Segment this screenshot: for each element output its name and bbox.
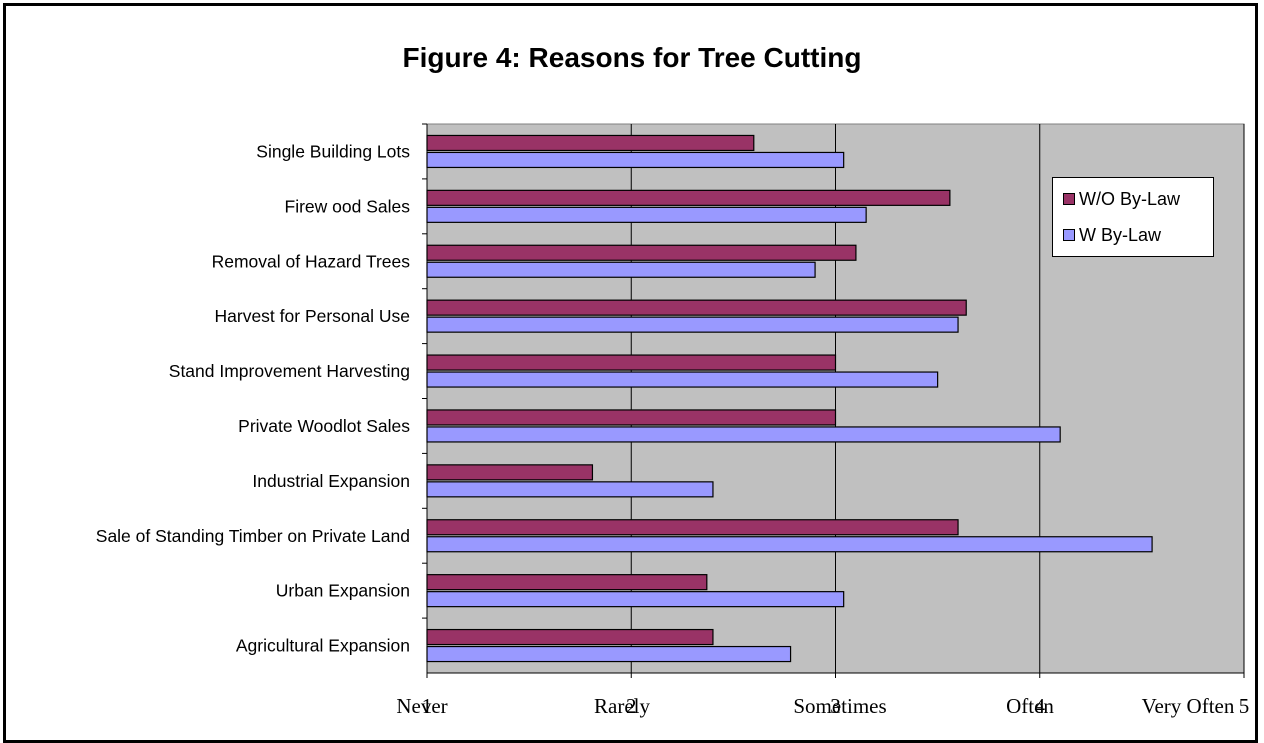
category-label: Removal of Hazard Trees	[212, 251, 411, 271]
bar-wo-bylaw	[426, 409, 837, 426]
x-tick-number: 4	[1035, 694, 1046, 718]
bar-w-bylaw	[426, 591, 845, 608]
category-label: Agricultural Expansion	[236, 636, 410, 656]
x-tick-word-label: Often	[1006, 694, 1054, 718]
bar-w-bylaw	[426, 261, 816, 278]
category-label: Single Building Lots	[256, 141, 410, 161]
bar-wo-bylaw	[426, 519, 959, 536]
category-label: Harvest for Personal Use	[215, 306, 411, 326]
x-tick-word-label: Never	[396, 694, 447, 718]
x-tick-number: 1	[422, 694, 433, 718]
legend-label-wo-bylaw: W/O By-Law	[1079, 188, 1181, 209]
bar-wo-bylaw	[426, 354, 837, 371]
x-tick-number: 3	[830, 694, 841, 718]
bar-w-bylaw	[426, 206, 867, 223]
x-tick-word-label: Sometimes	[793, 694, 886, 718]
bar-wo-bylaw	[426, 189, 951, 206]
category-label: Stand Improvement Harvesting	[169, 361, 410, 381]
bar-wo-bylaw	[426, 299, 967, 316]
category-label: Private Woodlot Sales	[238, 416, 410, 436]
x-tick-word-label: Very Often	[1142, 694, 1235, 718]
x-tick-number: 2	[626, 694, 637, 718]
x-tick-word-label: Rarely	[594, 694, 650, 718]
legend-label-w-bylaw: W By-Law	[1079, 224, 1162, 245]
legend: W/O By-Law W By-Law	[1052, 177, 1214, 257]
category-label: Sale of Standing Timber on Private Land	[96, 526, 410, 546]
bar-w-bylaw	[426, 371, 939, 388]
bar-wo-bylaw	[426, 628, 714, 646]
legend-swatch-wo-bylaw	[1063, 193, 1075, 205]
bar-w-bylaw	[426, 645, 792, 663]
bar-w-bylaw	[426, 426, 1061, 443]
bar-wo-bylaw	[426, 244, 857, 261]
bar-w-bylaw	[426, 316, 959, 333]
bar-wo-bylaw	[426, 464, 594, 481]
legend-swatch-w-bylaw	[1063, 229, 1075, 241]
bar-w-bylaw	[426, 536, 1153, 553]
legend-item-w-bylaw: W By-Law	[1063, 223, 1161, 247]
category-label: Urban Expansion	[276, 581, 410, 601]
bar-wo-bylaw	[426, 134, 755, 152]
bar-w-bylaw	[426, 481, 714, 498]
chart-title: Figure 4: Reasons for Tree Cutting	[402, 42, 862, 73]
bar-w-bylaw	[426, 151, 845, 169]
category-label: Firew ood Sales	[285, 196, 411, 216]
category-label: Industrial Expansion	[252, 471, 410, 491]
legend-item-wo-bylaw: W/O By-Law	[1063, 187, 1180, 211]
x-tick-number: 5	[1239, 694, 1250, 718]
bar-wo-bylaw	[426, 574, 708, 591]
